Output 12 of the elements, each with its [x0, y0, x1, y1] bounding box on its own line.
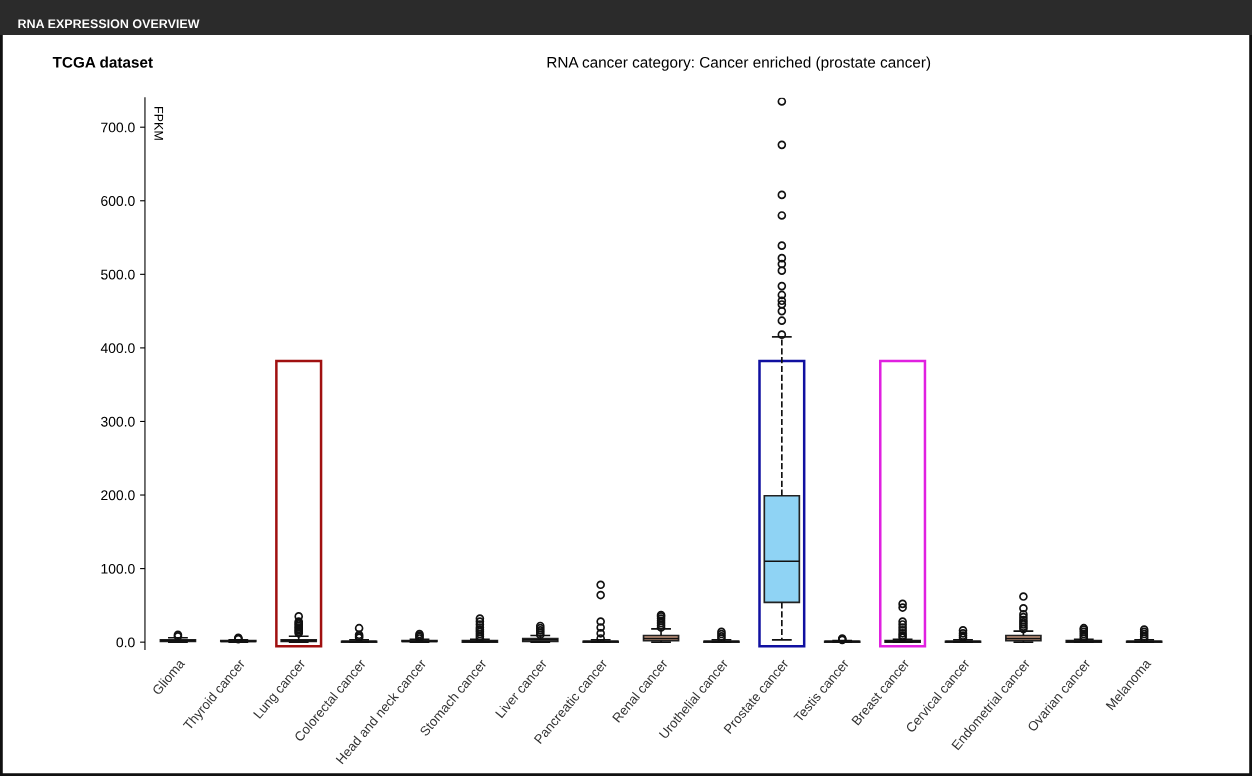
y-tick-label: 300.0 — [101, 416, 135, 427]
y-tick-label: 400.0 — [100, 343, 135, 354]
y-axis-title: FPKM — [154, 107, 164, 140]
chart-subtitle: RNA cancer category: Cancer enriched (prostate cancer) — [547, 56, 931, 71]
y-tick-label: 600.0 — [101, 196, 135, 206]
y-tick-label: 700.0 — [101, 122, 135, 133]
y-tick-label: 0.0 — [116, 637, 135, 648]
chart-title: RNA EXPRESSION OVERVIEW — [18, 19, 200, 29]
text: TCGA dataset — [52, 56, 153, 68]
y-tick-label: 500.0 — [101, 269, 135, 280]
y-tick-label: 100.0 — [101, 563, 135, 574]
y-tick-label: 200.0 — [101, 490, 135, 501]
